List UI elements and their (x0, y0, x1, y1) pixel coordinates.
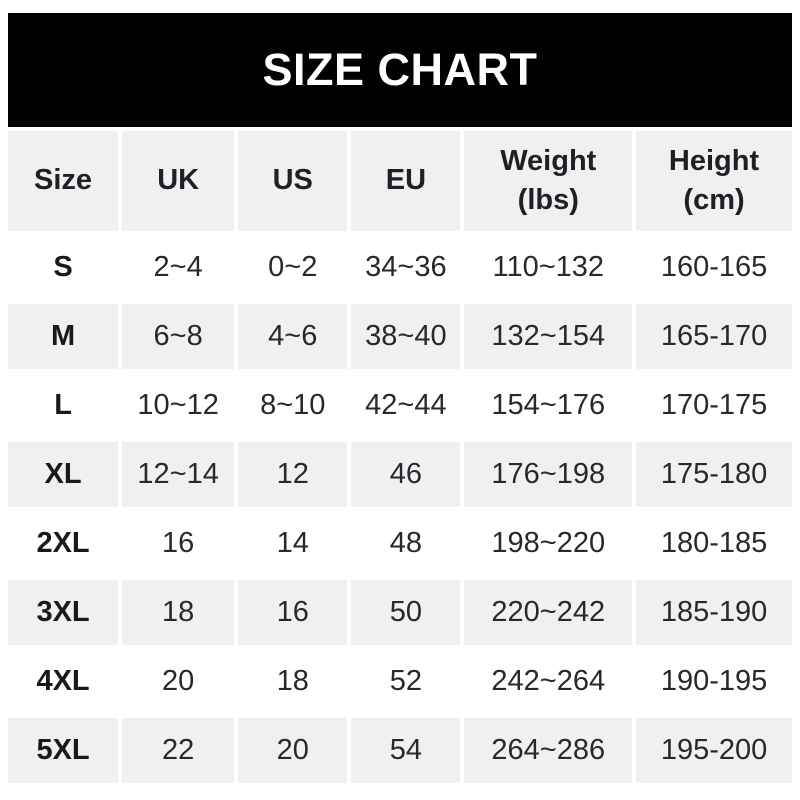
cell-height: 195-200 (636, 718, 792, 783)
cell-size: 5XL (8, 718, 119, 783)
cell-eu: 48 (351, 511, 461, 576)
cell-us: 8~10 (238, 373, 348, 438)
cell-weight: 132~154 (464, 304, 633, 369)
cell-weight: 110~132 (464, 235, 633, 300)
cell-us: 20 (238, 718, 348, 783)
cell-eu: 46 (351, 442, 461, 507)
cell-uk: 6~8 (122, 304, 235, 369)
cell-uk: 12~14 (122, 442, 235, 507)
cell-height: 175-180 (636, 442, 792, 507)
cell-eu: 52 (351, 649, 461, 714)
cell-uk: 20 (122, 649, 235, 714)
page-title: SIZE CHART (262, 44, 538, 95)
cell-height: 165-170 (636, 304, 792, 369)
cell-eu: 50 (351, 580, 461, 645)
cell-weight: 198~220 (464, 511, 633, 576)
cell-size: 4XL (8, 649, 119, 714)
cell-us: 16 (238, 580, 348, 645)
cell-uk: 18 (122, 580, 235, 645)
column-header-uk: UK (122, 131, 235, 231)
cell-weight: 154~176 (464, 373, 633, 438)
size-table: Size UK US EU Weight (lbs) Height (cm) S… (8, 131, 792, 783)
column-header-weight: Weight (lbs) (464, 131, 633, 231)
cell-uk: 10~12 (122, 373, 235, 438)
cell-weight: 220~242 (464, 580, 633, 645)
cell-height: 190-195 (636, 649, 792, 714)
cell-us: 14 (238, 511, 348, 576)
cell-us: 0~2 (238, 235, 348, 300)
title-banner: SIZE CHART (8, 13, 792, 127)
column-header-size: Size (8, 131, 119, 231)
cell-eu: 42~44 (351, 373, 461, 438)
cell-size: M (8, 304, 119, 369)
cell-size: S (8, 235, 119, 300)
cell-eu: 54 (351, 718, 461, 783)
cell-eu: 38~40 (351, 304, 461, 369)
cell-height: 170-175 (636, 373, 792, 438)
cell-height: 180-185 (636, 511, 792, 576)
cell-weight: 242~264 (464, 649, 633, 714)
column-header-height: Height (cm) (636, 131, 792, 231)
cell-uk: 2~4 (122, 235, 235, 300)
cell-weight: 264~286 (464, 718, 633, 783)
cell-us: 12 (238, 442, 348, 507)
cell-eu: 34~36 (351, 235, 461, 300)
cell-size: 2XL (8, 511, 119, 576)
cell-height: 160-165 (636, 235, 792, 300)
cell-weight: 176~198 (464, 442, 633, 507)
cell-height: 185-190 (636, 580, 792, 645)
cell-size: L (8, 373, 119, 438)
column-header-us: US (238, 131, 348, 231)
cell-size: XL (8, 442, 119, 507)
cell-size: 3XL (8, 580, 119, 645)
column-header-eu: EU (351, 131, 461, 231)
cell-us: 4~6 (238, 304, 348, 369)
cell-us: 18 (238, 649, 348, 714)
cell-uk: 22 (122, 718, 235, 783)
cell-uk: 16 (122, 511, 235, 576)
